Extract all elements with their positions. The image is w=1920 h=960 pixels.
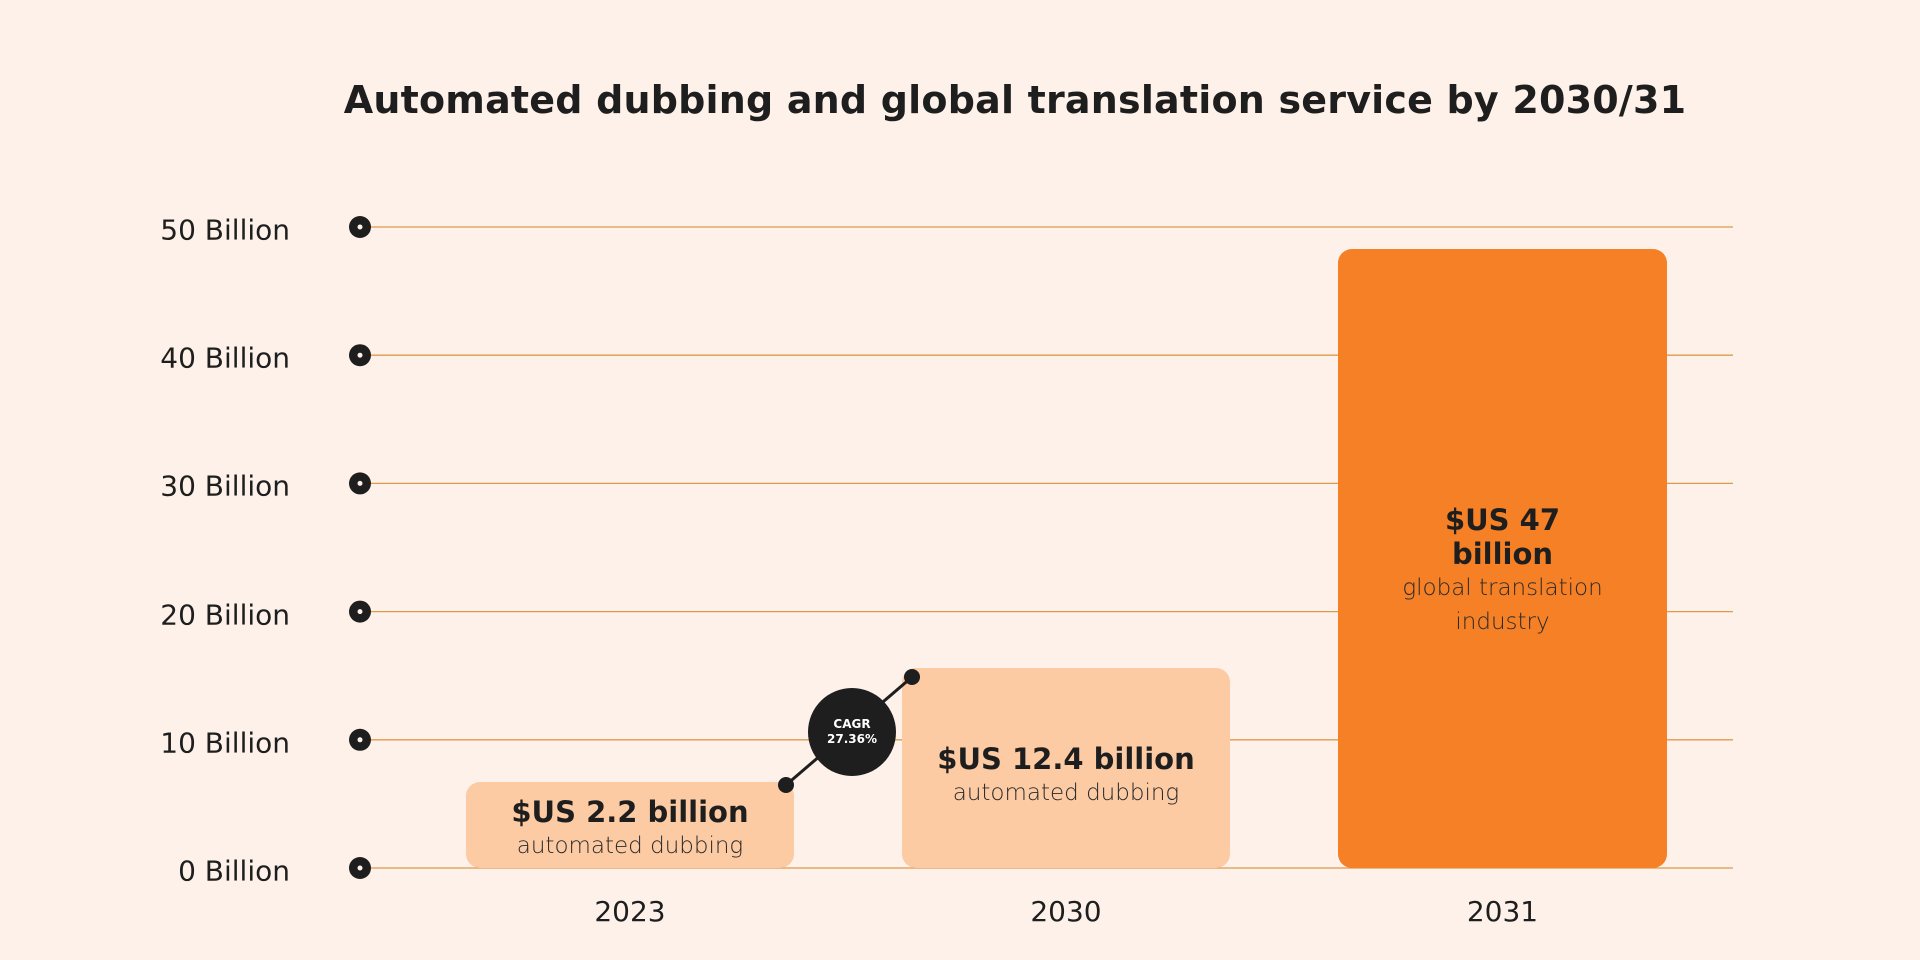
- bar-label-2031: $US 47 billion global translation industr…: [1393, 503, 1613, 639]
- tick-marker-center: [357, 865, 363, 871]
- bar-value-label: $US 47 billion: [1444, 503, 1561, 571]
- bar-label-2030: $US 12.4 billion automated dubbing: [937, 742, 1194, 810]
- cagr-value: 27.36%: [827, 732, 877, 746]
- bar-2030: [902, 668, 1230, 868]
- cagr-label: CAGR: [833, 717, 871, 731]
- x-tick-label: 2031: [1466, 895, 1539, 928]
- cagr-start-dot: [778, 777, 794, 793]
- tick-marker-center: [357, 480, 363, 486]
- bar-value-label: $US 12.4 billion: [937, 742, 1195, 776]
- bar-description: automated dubbing: [516, 833, 744, 859]
- bar-description: automated dubbing: [952, 780, 1180, 806]
- bar-2023: [466, 782, 794, 868]
- tick-marker-center: [357, 352, 363, 358]
- tick-marker-center: [357, 609, 363, 615]
- y-tick-label: 0 Billion: [178, 854, 290, 888]
- y-tick-label: 10 Billion: [160, 726, 290, 760]
- tick-marker-center: [357, 224, 363, 230]
- x-tick-label: 2030: [1030, 895, 1102, 928]
- x-tick-label: 2023: [594, 895, 666, 928]
- cagr-end-dot: [904, 669, 920, 685]
- bar-label-2023: $US 2.2 billion automated dubbing: [511, 795, 748, 863]
- cagr-badge: CAGR 27.36%: [808, 688, 896, 776]
- bar-2031: [1338, 249, 1667, 868]
- bar-description: global translation industry: [1402, 575, 1603, 635]
- y-tick-label: 50 Billion: [160, 213, 290, 247]
- y-tick-label: 30 Billion: [160, 469, 290, 503]
- tick-marker-center: [357, 737, 363, 743]
- y-tick-label: 40 Billion: [160, 341, 290, 375]
- y-tick-label: 20 Billion: [160, 598, 290, 632]
- bar-value-label: $US 2.2 billion: [511, 795, 749, 829]
- chart-title: Automated dubbing and global translation…: [343, 78, 1687, 122]
